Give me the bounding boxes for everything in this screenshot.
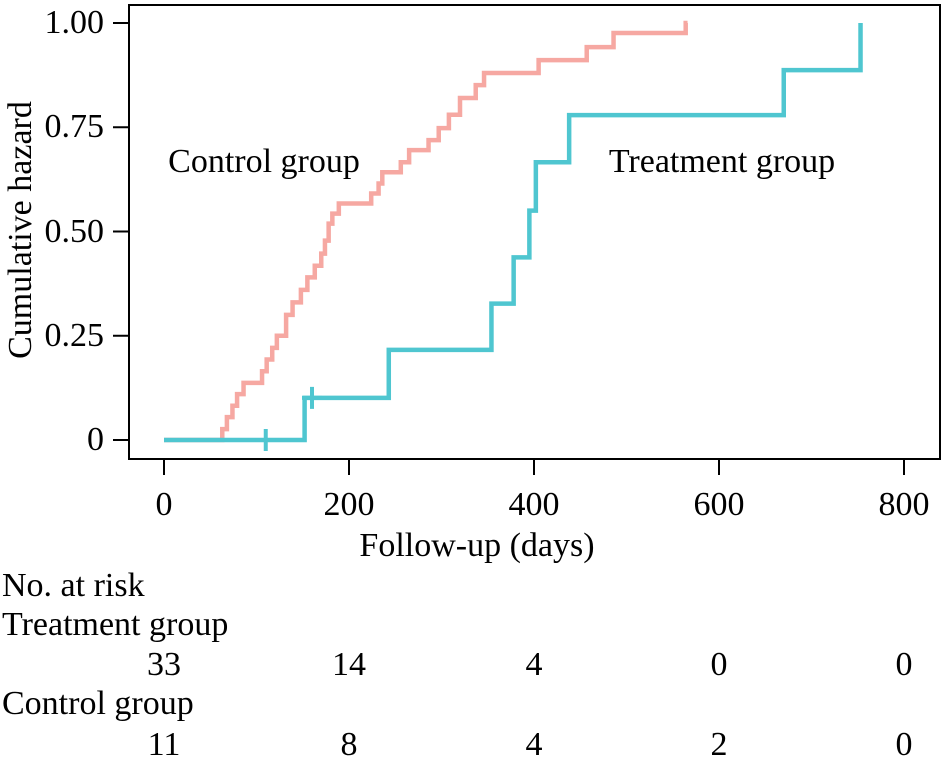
risk-count-control-group-200: 8 (340, 726, 358, 758)
risk-count-control-group-600: 2 (710, 726, 728, 758)
x-axis-title: Follow-up (days) (359, 527, 595, 564)
y-tick-label-0: 0 (87, 421, 104, 458)
x-tick-label-400: 400 (508, 486, 560, 523)
risk-row-label-treatment: Treatment group (2, 606, 229, 643)
x-tick-label-800: 800 (878, 486, 930, 523)
y-axis-title: Cumulative hazard (2, 101, 39, 359)
risk-count-treatment-group-400: 4 (525, 646, 543, 683)
control-curve-label: Control group (168, 143, 360, 180)
y-tick-label-0.75: 0.75 (44, 108, 105, 146)
x-tick-label-600: 600 (693, 486, 745, 523)
risk-table-title: No. at risk (2, 567, 145, 604)
risk-count-treatment-group-600: 0 (710, 646, 728, 683)
treatment-group-curve (164, 23, 863, 443)
risk-count-control-group-400: 4 (525, 726, 543, 758)
risk-count-control-group-0: 11 (147, 726, 181, 758)
x-tick-label-0: 0 (155, 486, 173, 523)
risk-row-label-control: Control group (2, 685, 194, 722)
y-tick-label-0.50: 0.50 (44, 212, 105, 250)
risk-count-treatment-group-0: 33 (147, 646, 181, 683)
risk-count-control-group-800: 0 (895, 726, 913, 758)
control-group-curve (164, 20, 688, 443)
treatment-curve-label: Treatment group (608, 143, 836, 180)
y-tick-label-1.00: 1.00 (44, 4, 105, 41)
risk-count-treatment-group-800: 0 (895, 646, 913, 683)
risk-count-treatment-group-200: 14 (332, 646, 366, 683)
x-tick-label-200: 200 (323, 486, 375, 523)
y-tick-label-0.25: 0.25 (44, 316, 105, 354)
